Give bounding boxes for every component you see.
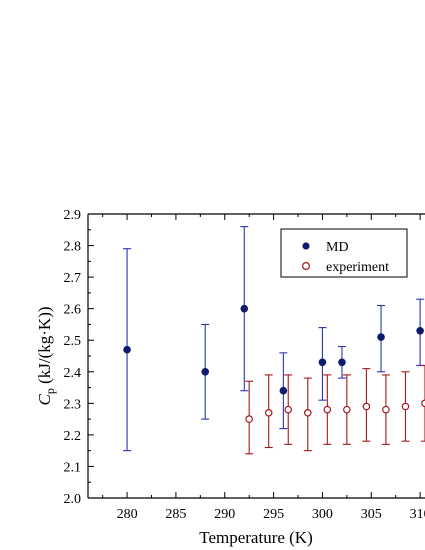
y-tick-label: 2.6 [64, 303, 82, 318]
x-tick-label: 300 [312, 507, 333, 522]
experiment-point [264, 408, 273, 417]
y-axis-units: (kJ/(kg·K)) [35, 306, 54, 388]
y-tick-label: 2.2 [64, 429, 82, 444]
y-tick-label: 2.5 [64, 334, 82, 349]
y-tick-label: 2.7 [64, 271, 82, 286]
experiment-point [362, 402, 371, 411]
y-tick-label: 2.8 [64, 240, 82, 255]
md-point [377, 333, 385, 341]
axis-ticks: 2.0 2.1 2.2 2.3 2.4 2.5 2.6 2.7 2.8 2.9 280 285 290 2… [64, 208, 425, 522]
experiment-point [343, 405, 351, 414]
y-axis-symbol: C [35, 394, 54, 406]
x-tick-label: 310 [410, 507, 425, 522]
legend: MD experiment [280, 228, 408, 278]
md-point [201, 367, 210, 376]
x-tick-label: 305 [361, 507, 382, 522]
legend-md-marker [302, 242, 310, 250]
experiment-point [323, 405, 332, 414]
y-tick-label: 2.9 [64, 208, 82, 223]
experiment-point [382, 405, 390, 414]
x-axis-title: Temperature (K) [199, 528, 313, 547]
legend-md-label: MD [326, 240, 349, 255]
y-axis-subscript: p [43, 388, 57, 394]
experiment-point [401, 402, 410, 411]
data-points [123, 226, 425, 455]
y-tick-label: 2.0 [64, 492, 82, 507]
x-tick-label: 290 [214, 507, 235, 522]
y-tick-label: 2.1 [64, 460, 82, 475]
legend-box [280, 228, 408, 278]
legend-experiment-marker [302, 262, 311, 271]
experiment-point [284, 405, 293, 414]
y-axis-title: Cp (kJ/(kg·K)) [35, 306, 57, 405]
md-point [416, 326, 424, 335]
legend-experiment-label: experiment [326, 260, 389, 275]
x-tick-label: 295 [263, 507, 284, 522]
x-tick-label: 285 [165, 507, 186, 522]
x-tick-label: 280 [117, 507, 138, 522]
experiment-point [303, 408, 312, 417]
y-tick-label: 2.4 [64, 366, 82, 381]
experiment-point [245, 415, 253, 423]
md-point [240, 304, 249, 313]
md-point [338, 358, 346, 367]
md-point [318, 358, 327, 367]
md-point [279, 386, 288, 395]
md-point [123, 345, 131, 354]
y-tick-label: 2.3 [64, 397, 82, 412]
